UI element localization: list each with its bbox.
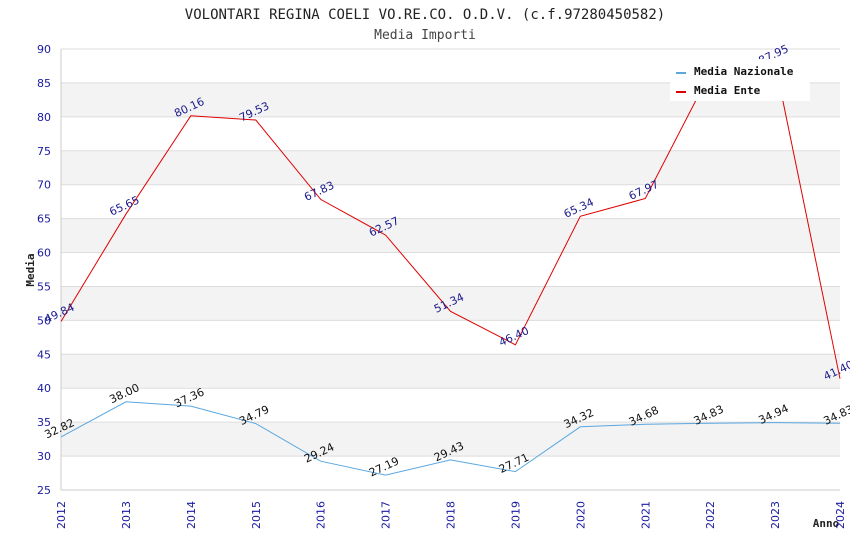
x-tick-label: 2021 xyxy=(639,501,652,529)
x-tick-label: 2014 xyxy=(185,501,198,529)
y-tick-label: 55 xyxy=(37,280,51,293)
data-label: 46.40 xyxy=(497,324,531,349)
y-tick-label: 60 xyxy=(37,247,51,260)
y-tick-label: 50 xyxy=(37,314,51,327)
y-tick-label: 45 xyxy=(37,348,51,361)
y-tick-label: 90 xyxy=(37,43,51,56)
y-tick-label: 25 xyxy=(37,484,51,497)
y-tick-label: 40 xyxy=(37,382,51,395)
plot-band xyxy=(61,354,840,389)
y-tick-label: 65 xyxy=(37,213,51,226)
x-tick-label: 2015 xyxy=(250,501,263,529)
plot-band xyxy=(61,218,840,253)
x-axis-ticks: 2012 2013 2014 2015 2016 2017 2018 2019 2020 2021… xyxy=(55,501,847,529)
legend-box xyxy=(670,59,810,101)
x-tick-label: 2019 xyxy=(509,501,522,529)
gridlines xyxy=(60,48,840,491)
legend-label-media-nazionale: Media Nazionale xyxy=(694,65,794,78)
x-tick-label: 2020 xyxy=(574,501,587,529)
x-tick-label: 2016 xyxy=(315,501,328,529)
chart-title: VOLONTARI REGINA COELI VO.RE.CO. O.D.V. … xyxy=(185,7,665,23)
y-tick-label: 80 xyxy=(37,111,51,124)
legend-label-media-ente: Media Ente xyxy=(694,84,761,97)
x-tick-label: 2023 xyxy=(769,501,782,529)
x-tick-label: 2022 xyxy=(704,501,717,529)
data-label: 65.65 xyxy=(107,193,141,218)
x-tick-label: 2017 xyxy=(380,501,393,529)
y-axis-title: Media xyxy=(24,253,37,286)
series-line-media-nazionale xyxy=(60,401,841,476)
x-tick-label: 2012 xyxy=(55,501,68,529)
x-tick-label: 2013 xyxy=(120,501,133,529)
y-axis-ticks: 25 30 35 40 45 50 55 60 65 70 75 80 85 90 xyxy=(37,43,51,497)
data-label: 49.84 xyxy=(42,301,76,326)
plot-band xyxy=(61,286,840,321)
data-label: 37.36 xyxy=(172,385,206,410)
y-tick-label: 85 xyxy=(37,77,51,90)
x-tick-label: 2024 xyxy=(834,501,847,529)
x-axis-title: Anno xyxy=(813,517,840,530)
y-tick-label: 70 xyxy=(37,179,51,192)
y-tick-label: 30 xyxy=(37,450,51,463)
chart-subtitle: Media Importi xyxy=(374,28,476,43)
data-label: 65.34 xyxy=(562,196,596,221)
legend: Media Nazionale Media Ente xyxy=(670,59,810,101)
y-tick-label: 35 xyxy=(37,416,51,429)
data-label: 27.19 xyxy=(367,454,401,479)
y-tick-label: 75 xyxy=(37,145,51,158)
plot-band xyxy=(61,150,840,185)
x-tick-label: 2018 xyxy=(445,501,458,529)
plot-band xyxy=(61,422,840,457)
